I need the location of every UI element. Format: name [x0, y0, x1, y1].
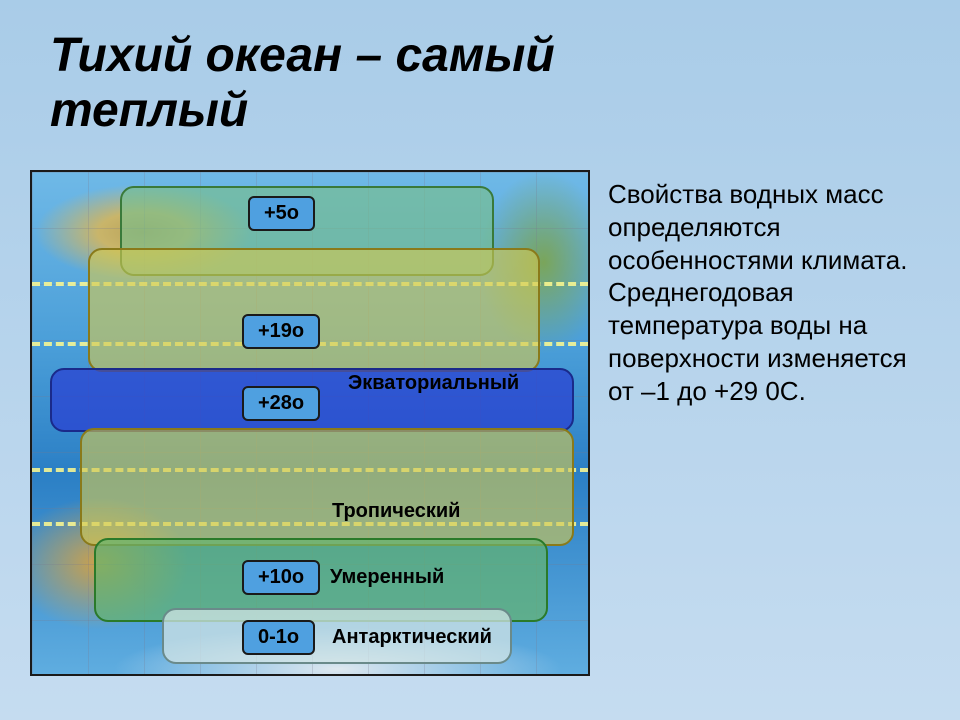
zone-label-equatorial: Экваториальный — [348, 372, 519, 395]
zone-label-temperate-south: Умеренный — [330, 566, 444, 589]
temp-badge-temperate-north: +19о — [242, 314, 320, 349]
zone-tropical — [80, 428, 574, 546]
temp-badge-arctic-north: +5о — [248, 196, 315, 231]
title-line-2: теплый — [50, 83, 555, 138]
zone-label-tropical: Тропический — [332, 500, 460, 523]
temp-badge-temperate-south: +10о — [242, 560, 320, 595]
map-diagram: +5о +19о +28о Экваториальный Тропический +10о… — [30, 170, 590, 676]
zone-temperate-north — [88, 248, 540, 372]
title-line-1: Тихий океан – самый — [50, 28, 555, 83]
temp-badge-equatorial: +28о — [242, 386, 320, 421]
zone-label-antarctic: Антарктический — [332, 626, 492, 649]
description-text: Свойства водных масс определяются особен… — [608, 178, 928, 407]
temp-badge-antarctic: 0-1о — [242, 620, 315, 655]
page-title: Тихий океан – самый теплый — [50, 28, 555, 138]
